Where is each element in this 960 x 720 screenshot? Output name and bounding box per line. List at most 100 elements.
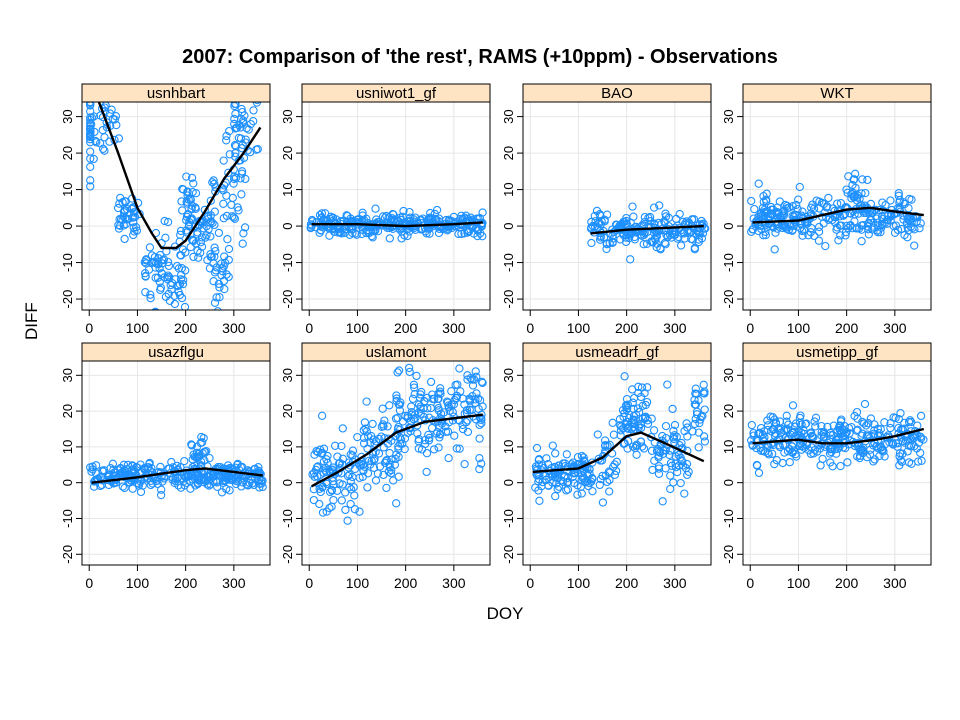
x-tick-label: 200 [835,320,859,336]
data-point [698,411,707,421]
data-point [551,449,560,458]
data-point [637,383,647,392]
data-point [682,419,691,428]
data-point [691,389,700,398]
data-point [405,207,414,217]
data-point [584,481,593,491]
data-point [178,245,188,254]
x-tick-label: 0 [526,575,534,591]
data-point [612,457,621,466]
y-tick-label: 10 [721,182,736,196]
data-point [313,462,322,471]
data-point [252,102,262,107]
data-point [818,454,827,464]
data-point [202,231,211,240]
data-point [363,483,372,492]
data-point [797,445,806,454]
data-point [648,465,657,475]
data-point [692,410,702,419]
data-point [891,221,901,230]
data-point [666,484,675,494]
data-point [835,212,845,221]
data-point [602,240,612,249]
data-point [186,214,196,223]
data-point [346,499,355,509]
data-point [758,430,768,439]
data-point [859,443,868,452]
data-point [156,462,165,472]
data-point [817,198,827,208]
data-point [223,235,232,244]
data-point [175,280,185,289]
data-point [377,432,386,441]
data-point [371,437,381,446]
data-point [676,453,685,462]
data-point [811,413,821,422]
data-point [176,483,186,492]
data-point [769,223,778,232]
data-point [359,426,368,435]
data-point [663,380,672,389]
y-tick-label: 30 [280,109,295,123]
data-point [385,401,394,410]
data-point [220,284,229,294]
data-point [853,414,862,423]
data-point [157,269,166,278]
data-point [850,175,859,184]
data-point [914,438,924,447]
data-point [680,489,689,498]
data-point [445,406,454,416]
data-point [691,384,700,393]
data-point [605,440,614,449]
data-point [231,142,241,151]
data-point [179,185,188,194]
smooth-curve [91,467,263,484]
data-point [217,488,227,497]
data-point [391,454,400,464]
data-point [477,377,487,386]
data-point [204,211,213,221]
y-tick-label: -10 [501,509,516,528]
data-point [869,223,879,232]
data-point [437,417,446,426]
x-tick-label: 300 [663,575,687,591]
data-point [864,419,873,428]
data-point [338,424,347,433]
x-tick-label: 0 [746,575,754,591]
data-point [382,483,391,493]
data-point [426,377,436,387]
data-point [616,431,625,440]
data-point [215,283,224,292]
data-point [146,290,155,299]
data-point [444,403,454,412]
data-point [471,367,480,376]
data-point [174,287,183,297]
data-point [120,483,129,493]
data-point [424,436,434,445]
data-point [435,387,445,396]
data-point [118,215,127,225]
data-point [460,400,469,409]
data-point [817,428,826,437]
y-tick-label: 20 [501,404,516,418]
data-point [219,262,228,271]
x-tick-label: 300 [442,320,466,336]
data-point [852,407,862,417]
data-point [690,243,700,253]
data-point [573,481,582,490]
data-point [680,234,689,243]
data-point [910,241,919,250]
data-point [832,225,841,234]
data-point [639,240,648,249]
data-point [798,441,807,451]
data-point [147,258,156,267]
x-tick-label: 300 [442,575,466,591]
panel-grid [302,102,490,310]
data-point [473,394,483,403]
data-point [836,198,846,208]
data-point [463,228,472,237]
data-point [189,252,198,262]
y-tick-label: 10 [60,182,75,196]
data-point [345,483,354,492]
data-point [450,395,459,405]
